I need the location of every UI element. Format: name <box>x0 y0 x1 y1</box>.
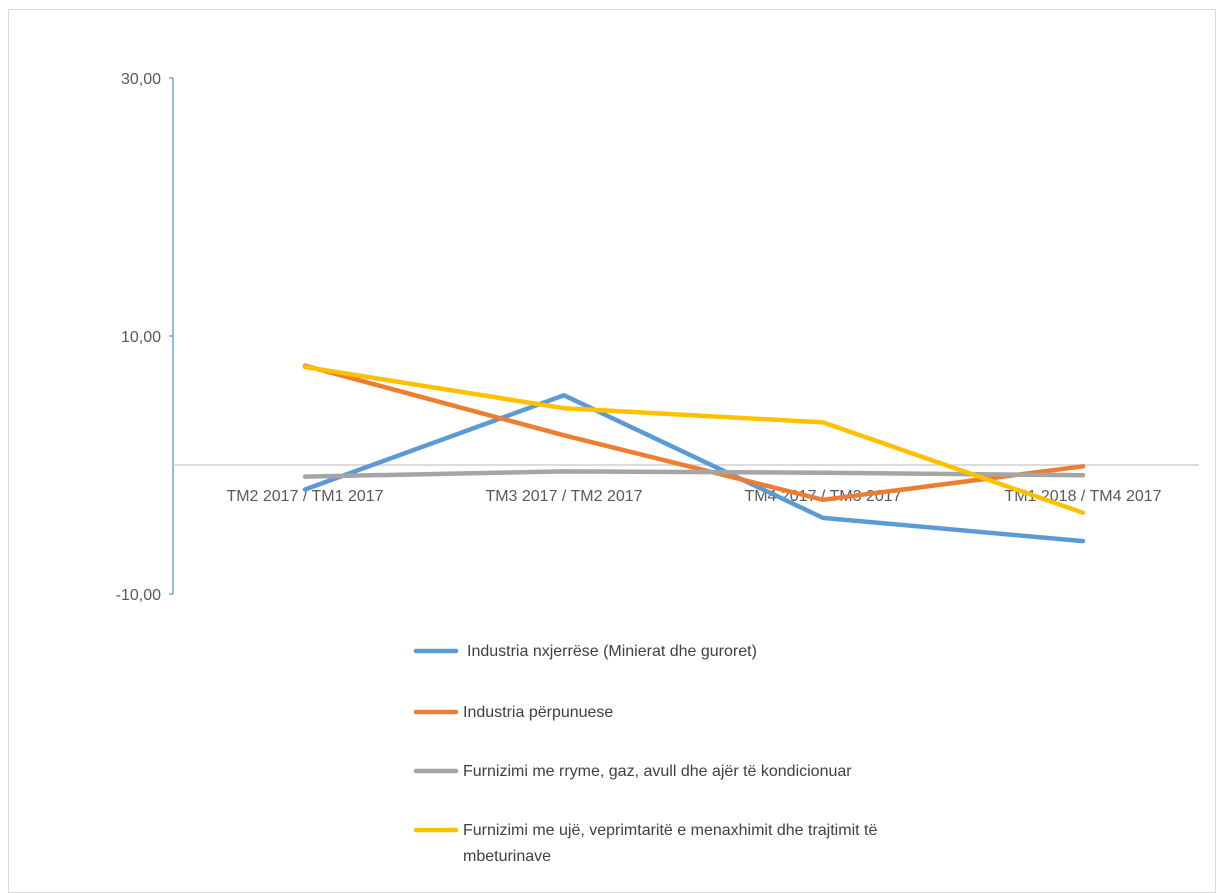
legend-label-electricity: Furnizimi me rryme, gaz, avull dhe ajër … <box>463 763 852 780</box>
y-tick-label-1: 10,00 <box>121 329 161 346</box>
y-tick-label-2: -10,00 <box>116 587 161 604</box>
legend-label-manufacturing: Industria përpunuese <box>463 704 613 721</box>
chart-frame <box>8 9 1216 893</box>
x-tick-label-1: TM3 2017 / TM2 2017 <box>485 488 642 505</box>
legend-label-water-line-1: mbeturinave <box>463 848 551 865</box>
series-line-mining <box>302 393 1086 544</box>
series-line-electricity <box>302 469 1086 479</box>
series-line-manufacturing <box>302 363 1086 503</box>
legend-label-water-line-0: Furnizimi me ujë, veprimtaritë e menaxhi… <box>463 822 877 839</box>
series-line-water <box>302 364 1086 515</box>
x-tick-label-0: TM2 2017 / TM1 2017 <box>226 488 383 505</box>
x-tick-label-3: TM1 2018 / TM4 2017 <box>1004 488 1161 505</box>
legend-label-mining: Industria nxjerrëse (Minierat dhe gurore… <box>467 643 757 660</box>
y-tick-label-0: 30,00 <box>121 71 161 88</box>
